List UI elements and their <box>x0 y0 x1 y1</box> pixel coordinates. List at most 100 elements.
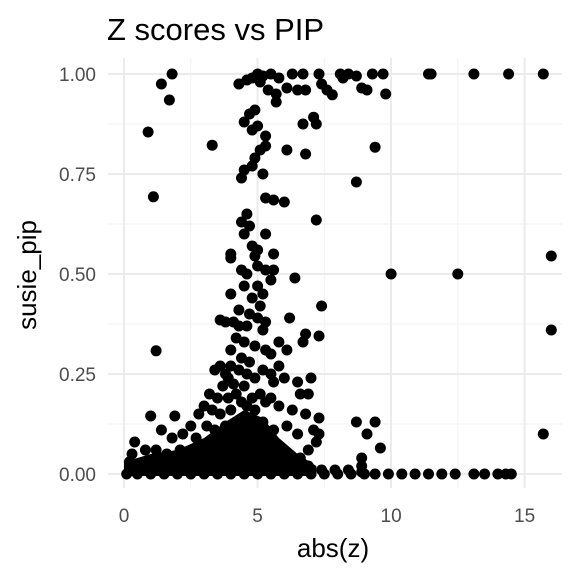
data-point <box>249 456 261 468</box>
data-point <box>332 468 344 480</box>
dense-point-cluster <box>124 410 317 476</box>
data-point <box>145 410 157 422</box>
data-point <box>265 392 277 404</box>
data-point <box>382 468 394 480</box>
data-point <box>369 468 381 480</box>
data-point <box>281 82 293 94</box>
data-point <box>436 468 448 480</box>
data-point <box>228 444 239 456</box>
data-point <box>163 94 175 106</box>
data-point <box>294 388 306 400</box>
data-point <box>260 140 272 152</box>
data-point <box>158 468 170 480</box>
y-tick-label: 0.25 <box>59 365 96 386</box>
data-point <box>292 376 304 388</box>
data-point <box>220 420 231 432</box>
data-point <box>396 468 408 480</box>
data-point <box>244 424 255 436</box>
data-point <box>265 274 277 286</box>
data-point <box>155 78 167 90</box>
grid <box>108 58 562 488</box>
data-points <box>121 68 557 480</box>
data-point <box>425 68 437 80</box>
data-point <box>297 118 309 130</box>
data-point <box>214 360 226 372</box>
data-point <box>350 416 362 428</box>
data-point <box>268 194 280 206</box>
data-point <box>129 436 141 448</box>
data-point <box>449 468 461 480</box>
data-point <box>385 268 397 280</box>
data-point <box>345 468 357 480</box>
data-point <box>150 345 162 357</box>
data-point <box>244 220 255 232</box>
data-point <box>238 380 250 392</box>
data-point <box>222 456 234 468</box>
data-point <box>212 468 223 480</box>
data-point <box>201 444 213 456</box>
data-point <box>174 444 186 456</box>
data-point <box>198 468 210 480</box>
x-tick-label: 15 <box>514 506 535 527</box>
data-point <box>265 468 277 480</box>
data-point <box>241 320 253 332</box>
data-point <box>254 444 266 456</box>
data-point <box>270 96 282 108</box>
data-point <box>241 208 253 220</box>
data-point <box>265 348 277 360</box>
data-point <box>233 304 245 316</box>
data-point <box>302 388 314 400</box>
data-point <box>260 264 272 276</box>
data-point <box>545 324 557 336</box>
data-point <box>268 248 280 260</box>
data-point <box>505 468 517 480</box>
data-point <box>246 124 258 136</box>
x-tick-label: 5 <box>252 506 263 527</box>
data-point <box>479 468 491 480</box>
data-point <box>131 468 143 480</box>
data-point <box>305 468 317 480</box>
data-point <box>212 392 223 404</box>
data-point <box>185 468 197 480</box>
data-point <box>139 444 151 456</box>
data-point <box>377 68 389 80</box>
data-point <box>278 372 290 384</box>
data-point <box>209 424 221 436</box>
data-point <box>284 312 296 324</box>
data-point <box>260 228 272 240</box>
data-point <box>292 84 304 96</box>
data-point <box>281 344 293 356</box>
data-point <box>249 404 261 416</box>
data-point <box>268 376 280 388</box>
data-point <box>358 468 370 480</box>
data-point <box>273 360 285 372</box>
data-point <box>374 442 386 454</box>
data-point <box>300 148 312 160</box>
data-point <box>150 444 162 456</box>
x-axis-title: abs(z) <box>297 533 369 563</box>
data-point <box>313 412 325 424</box>
data-point <box>230 388 242 400</box>
data-point <box>121 468 133 480</box>
data-point <box>302 444 314 456</box>
data-point <box>214 408 226 420</box>
data-point <box>161 448 173 460</box>
data-point <box>249 250 261 262</box>
data-point <box>281 144 293 156</box>
data-point <box>257 416 269 428</box>
data-point <box>318 468 330 480</box>
data-point <box>503 68 515 80</box>
data-point <box>468 68 480 80</box>
data-point <box>537 428 549 440</box>
data-point <box>254 388 266 400</box>
data-point <box>220 316 231 328</box>
data-point <box>147 191 159 203</box>
data-point <box>310 118 322 130</box>
data-point <box>294 452 306 464</box>
data-point <box>286 404 298 416</box>
data-point <box>310 436 322 448</box>
data-point <box>257 288 269 300</box>
data-point <box>246 292 258 304</box>
data-point <box>222 372 234 384</box>
data-point <box>316 300 328 312</box>
